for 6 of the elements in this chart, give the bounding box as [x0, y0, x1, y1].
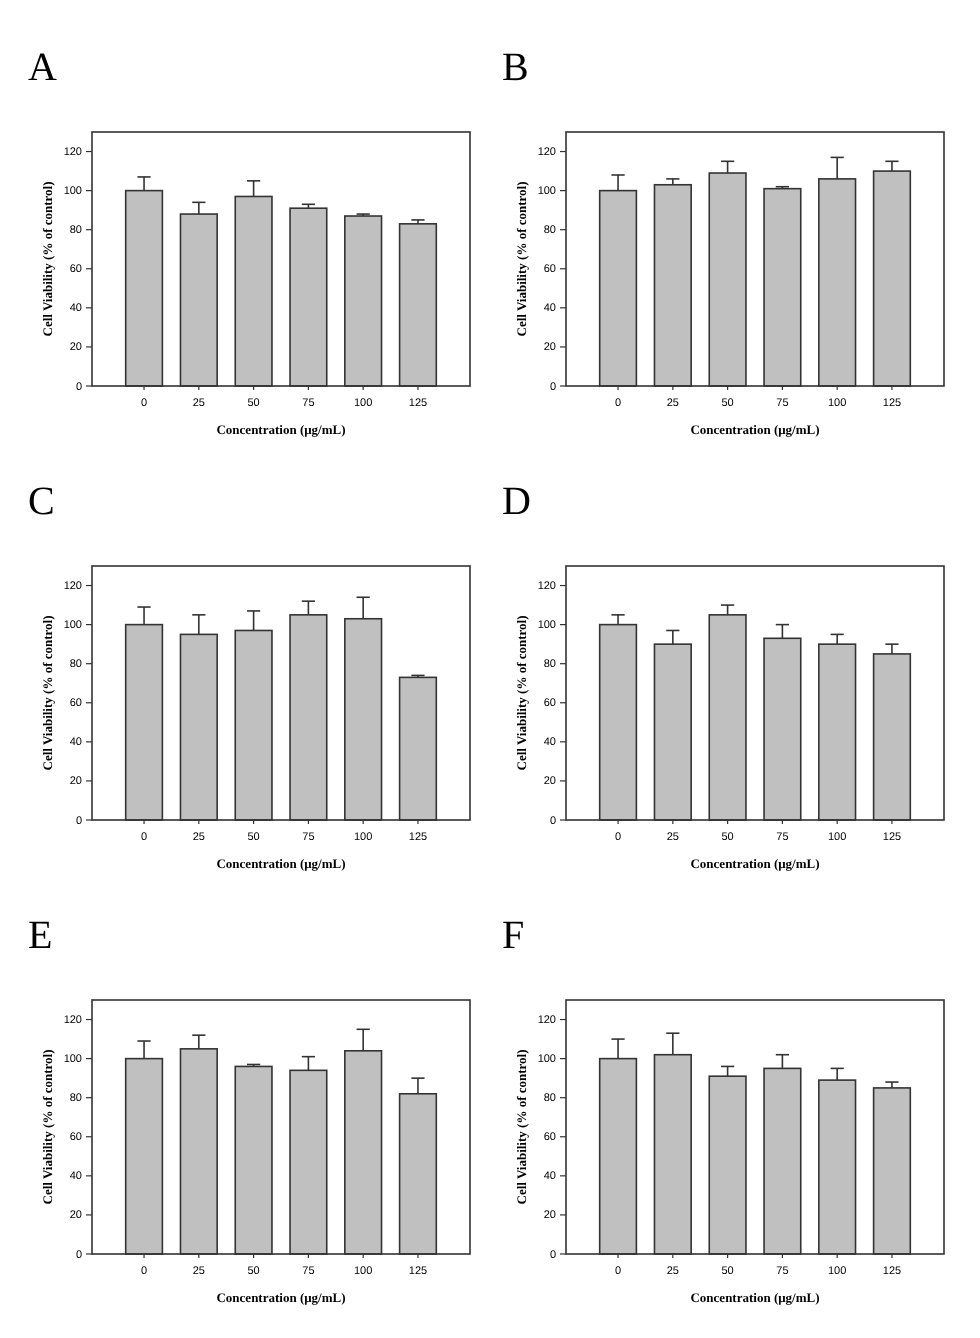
chart-title: B — [502, 46, 529, 90]
chart-title: E — [28, 914, 53, 958]
chart-title: A — [28, 46, 58, 90]
chart-title: D — [502, 480, 531, 524]
chart-title: C — [28, 480, 55, 524]
chart-title: F — [502, 914, 525, 958]
